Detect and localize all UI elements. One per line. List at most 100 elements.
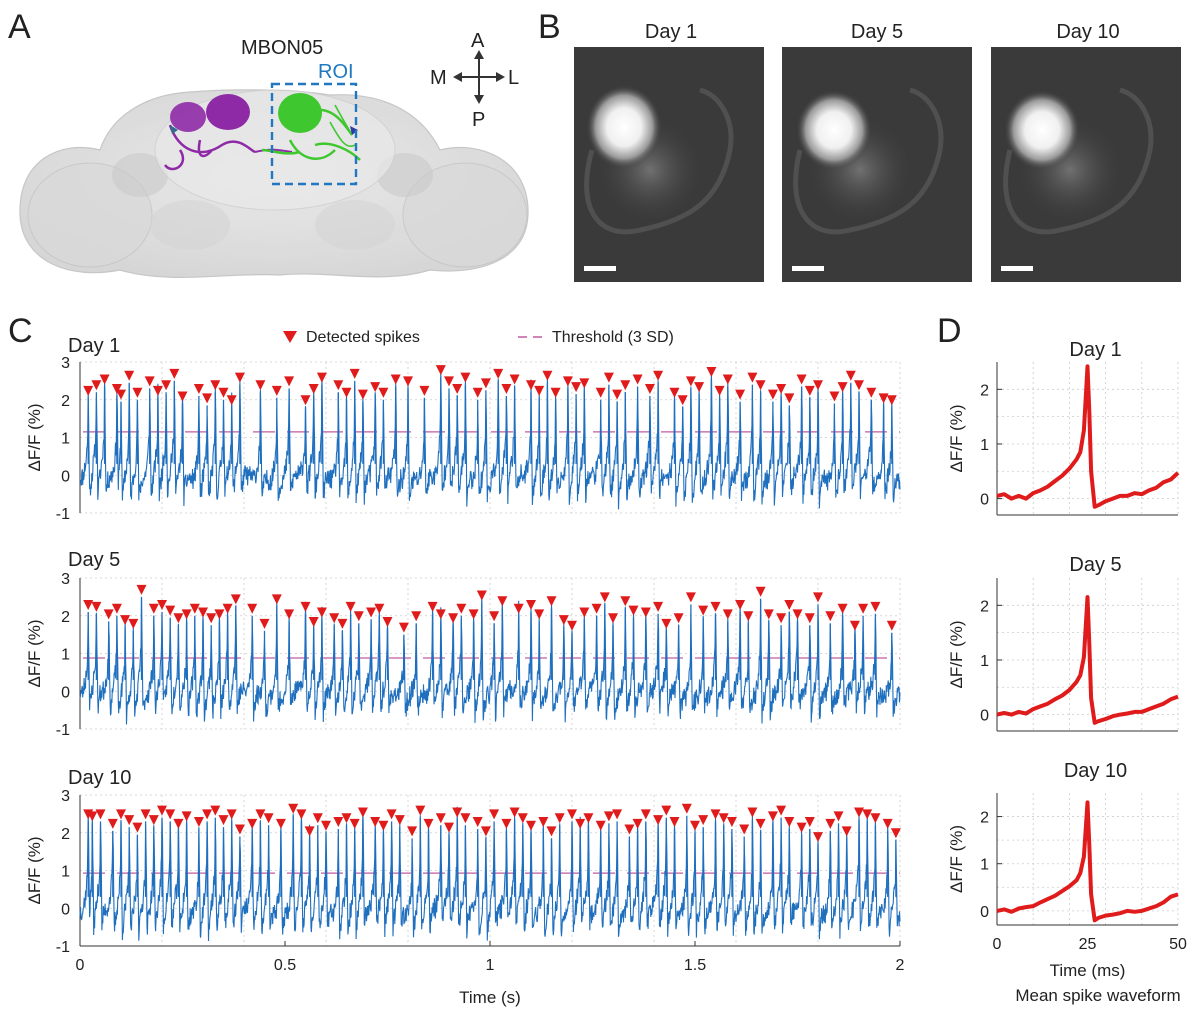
y-tick-label: 1: [980, 857, 989, 874]
spike-marker: [218, 815, 229, 826]
spike-marker: [255, 380, 266, 391]
spike-marker: [661, 618, 672, 629]
spike-marker: [95, 809, 106, 820]
spike-marker: [480, 378, 491, 389]
spike-marker: [526, 599, 536, 610]
spike-marker: [189, 603, 200, 614]
spike-marker: [165, 809, 176, 820]
spike-marker: [673, 613, 684, 624]
spike-marker: [144, 376, 155, 387]
y-tick-label: 2: [980, 598, 989, 615]
spike-marker: [333, 380, 344, 391]
spike-marker: [407, 826, 418, 837]
spike-marker: [316, 607, 327, 618]
spike-marker: [640, 809, 651, 820]
compass-medial: M: [430, 67, 447, 89]
spike-marker: [628, 605, 639, 616]
y-tick-label: 0: [980, 708, 989, 725]
spike-marker: [296, 809, 307, 820]
spike-marker: [718, 813, 729, 824]
spike-marker: [140, 809, 151, 820]
spike-marker: [370, 816, 381, 827]
spike-marker: [866, 387, 877, 398]
spike-marker: [681, 803, 692, 814]
trace-chart-3: 3 2 1 0 -1 0 0.5 1 1.5 2 Time (s) ΔF/F (%) Day 10: [25, 767, 905, 1007]
imaging-title: Day 1: [645, 21, 697, 43]
spike-marker: [534, 385, 545, 396]
spike-marker: [333, 816, 344, 827]
spike-marker: [394, 815, 405, 826]
spike-marker: [722, 374, 733, 385]
imaging-title: Day 10: [1056, 21, 1119, 43]
spike-marker: [833, 811, 844, 822]
spike-marker: [83, 599, 94, 610]
scale-bar: [584, 266, 616, 271]
spike-marker: [316, 372, 327, 383]
spike-marker: [550, 387, 561, 398]
spike-marker: [173, 818, 184, 829]
spike-marker: [275, 818, 286, 829]
spike-marker: [776, 613, 787, 624]
spike-marker: [714, 385, 725, 396]
spike-marker: [620, 380, 631, 391]
mean-waveform-line: [996, 595, 1179, 725]
x-axis-label: Time (ms): [1050, 961, 1126, 980]
dff-trace: [79, 593, 901, 725]
spike-marker: [501, 818, 512, 829]
spike-marker: [784, 393, 795, 404]
spike-marker: [444, 376, 454, 387]
spike-marker: [653, 601, 664, 612]
spike-marker: [579, 378, 590, 389]
spike-marker: [661, 805, 672, 816]
spike-marker: [813, 832, 823, 843]
spike-marker: [567, 620, 577, 631]
spike-marker: [132, 822, 143, 833]
y-tick-label: 2: [61, 393, 70, 410]
spike-marker: [698, 605, 709, 616]
spike-marker: [776, 805, 787, 816]
x-tick-label: 1.5: [684, 957, 706, 974]
spike-marker: [288, 803, 299, 814]
spike-marker: [595, 387, 606, 398]
mbon05-left-neuron: [163, 94, 293, 171]
spike-marker: [882, 818, 893, 829]
y-tick-label: 1: [980, 653, 989, 670]
spike-marker: [234, 824, 245, 835]
spike-marker: [554, 813, 565, 824]
x-tick-label: 50: [1169, 936, 1187, 953]
spike-marker: [460, 813, 471, 824]
spike-marker: [222, 603, 233, 614]
spike-marker: [398, 622, 409, 633]
spike-marker: [124, 370, 135, 381]
spike-marker: [345, 601, 356, 612]
y-tick-label: 2: [61, 826, 70, 843]
mean-waveform-line: [996, 364, 1180, 509]
spike-marker: [640, 607, 651, 618]
roi-label: ROI: [318, 61, 354, 83]
spike-marker: [226, 809, 237, 820]
imaging-title: Day 5: [851, 21, 903, 43]
spike-marker: [804, 385, 815, 396]
spike-marker: [300, 601, 311, 612]
spike-marker: [468, 609, 479, 620]
spike-marker: [669, 816, 680, 827]
spike-marker: [685, 376, 696, 387]
spike-marker: [517, 813, 528, 824]
spike-marker: [116, 809, 126, 820]
x-tick-label: 0.5: [274, 957, 296, 974]
spike-marker: [776, 383, 787, 394]
compass-posterior: P: [472, 109, 485, 131]
spike-marker: [124, 815, 135, 826]
orientation-compass: A P M L: [430, 30, 519, 131]
waveform-chart-3: 2 1 0 ΔF/F (%) Day 10 0 25 50 Time (ms): [947, 760, 1187, 980]
spike-marker: [829, 391, 840, 402]
spike-marker: [452, 383, 463, 394]
spike-marker: [632, 374, 643, 385]
spike-marker: [562, 376, 573, 387]
spike-marker: [546, 596, 557, 607]
chart-title: Day 5: [1069, 554, 1121, 576]
y-tick-label: 3: [61, 355, 70, 372]
spike-marker: [854, 807, 864, 818]
spike-marker: [804, 816, 815, 827]
y-tick-label: 2: [980, 382, 989, 399]
